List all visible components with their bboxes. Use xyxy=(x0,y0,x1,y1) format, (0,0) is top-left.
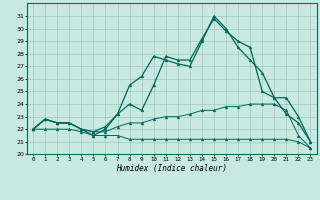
X-axis label: Humidex (Indice chaleur): Humidex (Indice chaleur) xyxy=(116,164,227,173)
